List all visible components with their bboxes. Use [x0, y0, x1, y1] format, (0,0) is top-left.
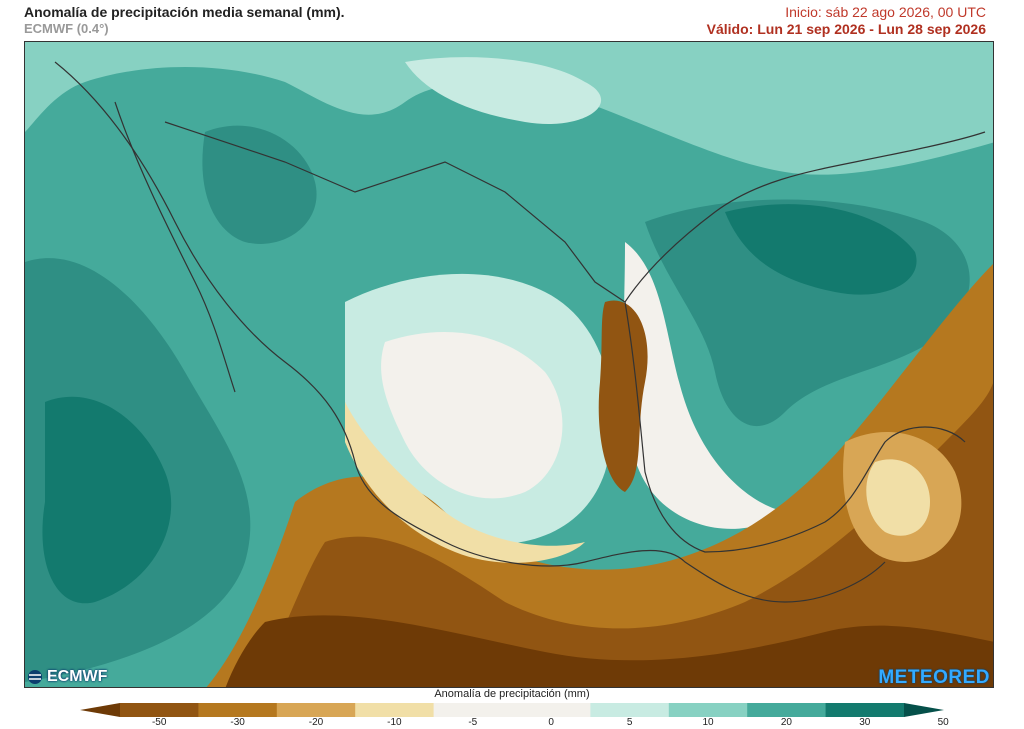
init-time: Inicio: sáb 22 ago 2026, 00 UTC	[785, 4, 986, 20]
precipitation-anomaly-map	[24, 41, 994, 688]
colorbar-tick-label: 50	[938, 717, 949, 728]
colorbar-segment	[669, 703, 748, 717]
meteored-logo: METEORED	[878, 667, 990, 689]
colorbar-min-extend	[80, 703, 120, 717]
colorbar-segment	[826, 703, 905, 717]
colorbar-tick-label: 20	[781, 717, 792, 728]
colorbar-tick-label: -5	[468, 717, 477, 728]
ecmwf-logo-icon	[26, 669, 44, 685]
colorbar-tick-label: 10	[702, 717, 713, 728]
model-label: ECMWF (0.4°)	[24, 21, 109, 36]
colorbar-segment	[512, 703, 591, 717]
colorbar-segment	[120, 703, 199, 717]
colorbar-segment	[590, 703, 669, 717]
colorbar-max-extend	[904, 703, 944, 717]
colorbar-tick-label: -20	[309, 717, 323, 728]
map-canvas	[25, 42, 994, 688]
colorbar-tick-label: 30	[859, 717, 870, 728]
ecmwf-logo: ECMWF	[26, 668, 107, 686]
colorbar-segment	[355, 703, 434, 717]
colorbar-segment	[434, 703, 513, 717]
colorbar-labels: -50 -30 -20 -10 -5 0 5 10 20 30 50	[0, 717, 1024, 729]
colorbar-segment	[277, 703, 356, 717]
colorbar-title: Anomalía de precipitación (mm)	[0, 688, 1024, 700]
ecmwf-logo-text: ECMWF	[47, 668, 107, 686]
colorbar-segment	[198, 703, 277, 717]
colorbar	[80, 703, 944, 717]
colorbar-tick-label: -30	[230, 717, 244, 728]
valid-period: Válido: Lun 21 sep 2026 - Lun 28 sep 202…	[707, 21, 986, 37]
colorbar-tick-label: -10	[387, 717, 401, 728]
map-title: Anomalía de precipitación media semanal …	[24, 4, 345, 20]
colorbar-segment	[747, 703, 826, 717]
colorbar-tick-label: -50	[152, 717, 166, 728]
colorbar-tick-label: 5	[627, 717, 633, 728]
colorbar-tick-label: 0	[548, 717, 554, 728]
